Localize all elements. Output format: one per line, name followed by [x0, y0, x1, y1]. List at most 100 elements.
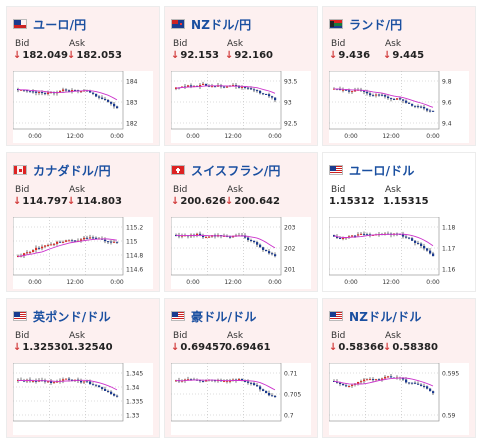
currency-pair-link[interactable]: NZドル/ドル [349, 309, 422, 324]
price-chart[interactable]: 93.5 93 92.5 0:00 12:00 0:00 [171, 71, 311, 143]
price-chart[interactable]: 0.595 0.59 [329, 363, 469, 435]
rate-card[interactable]: 豪ドル/ドル Bid Ask ↓0.69457 0.69461 0.71 0.705 0.7 [164, 298, 318, 438]
candle [336, 236, 339, 238]
candle [241, 378, 244, 381]
moving-average-line [17, 89, 118, 101]
x-tick-label: 0:00 [268, 279, 282, 286]
x-tick-label: 12:00 [66, 279, 83, 286]
currency-pair-link[interactable]: ランド/円 [349, 17, 403, 32]
candle [199, 233, 202, 236]
candle [116, 241, 119, 243]
candle [35, 380, 38, 382]
candle [393, 98, 396, 100]
rate-card-header[interactable]: 英ポンド/ドル [13, 307, 111, 325]
bid-label: Bid [173, 185, 188, 195]
currency-pair-link[interactable]: ユーロ/円 [33, 17, 87, 32]
chart-frame [13, 217, 124, 276]
y-tick-label: 115.2 [126, 225, 143, 232]
currency-pair-link[interactable]: カナダドル/円 [33, 163, 111, 178]
candle [47, 244, 50, 246]
currency-pair-link[interactable]: NZドル/円 [191, 17, 252, 32]
y-tick-label: 92.5 [284, 121, 298, 128]
down-arrow-icon: ↓ [329, 50, 338, 61]
us-flag-icon [171, 311, 185, 321]
candle [259, 90, 262, 94]
price-chart[interactable]: 1.18 1.17 1.16 0:00 12:00 0:00 [329, 217, 469, 289]
candle [363, 379, 366, 382]
rate-card[interactable]: ユーロ/ドル Bid Ask 1.15312 1.15315 1.18 1.17 1.16 0:… [322, 152, 476, 292]
candle [423, 385, 426, 387]
y-tick-label: 9.6 [442, 100, 452, 107]
price-chart[interactable]: 1.345 1.34 1.335 1.33 [13, 363, 153, 435]
rate-card[interactable]: NZドル/ドル Bid Ask ↓0.58366 ↓0.58380 0.595 0.59 [322, 298, 476, 438]
candle [265, 93, 268, 95]
bid-label: Bid [331, 331, 346, 341]
bid-value: ↓1.32530 [13, 342, 68, 353]
candle [92, 92, 95, 94]
ask-label: Ask [69, 331, 86, 341]
bid-price: 1.32530 [22, 342, 68, 353]
rate-card-header[interactable]: ユーロ/円 [13, 15, 86, 33]
currency-pair-link[interactable]: ユーロ/ドル [349, 163, 415, 178]
y-tick-label: 0.59 [442, 413, 456, 420]
ask-value: ↓9.445 [383, 50, 424, 61]
price-chart[interactable]: 115.2 115 114.8 114.6 0:00 12:00 0:00 [13, 217, 153, 289]
bid-value: ↓0.69457 [171, 342, 226, 353]
moving-average-line [175, 379, 276, 391]
candle [95, 237, 98, 240]
price-chart[interactable]: 9.8 9.6 9.4 0:00 12:00 0:00 [329, 71, 469, 143]
rate-card[interactable]: スイスフラン/円 Bid Ask ↓200.626 ↓200.642 203 202 201 0… [164, 152, 318, 292]
candle [253, 383, 256, 386]
rate-card[interactable]: ユーロ/円 Bid Ask ↓182.049 ↓182.053 184 183 182 0:00… [6, 6, 160, 146]
moving-average-line [334, 88, 434, 108]
candle [116, 106, 119, 109]
candle [68, 378, 71, 380]
candle [408, 102, 411, 104]
bid-price: 92.153 [180, 50, 219, 61]
y-tick-label: 93.5 [284, 79, 298, 86]
rate-card-header[interactable]: スイスフラン/円 [171, 161, 281, 179]
currency-pair-link[interactable]: スイスフラン/円 [191, 163, 281, 178]
candle [366, 234, 369, 236]
currency-pair-link[interactable]: 豪ドル/ドル [191, 309, 257, 324]
ask-label: Ask [385, 185, 402, 195]
candle [387, 96, 390, 99]
price-chart[interactable]: 184 183 182 0:00 12:00 0:00 [13, 71, 153, 143]
rate-card-header[interactable]: 豪ドル/ドル [171, 307, 257, 325]
bid-value: ↓200.626 [171, 196, 226, 207]
x-tick-label: 0:00 [426, 279, 440, 286]
candle [274, 254, 277, 257]
rate-card-header[interactable]: NZドル/ドル [329, 307, 422, 325]
x-tick-label: 0:00 [426, 133, 440, 140]
rate-card-header[interactable]: NZドル/円 [171, 15, 251, 33]
candle [32, 91, 35, 93]
x-tick-label: 0:00 [186, 133, 200, 140]
candlestick-chart: 1.345 1.34 1.335 1.33 [13, 363, 143, 422]
ask-label: Ask [385, 39, 402, 49]
rate-card-header[interactable]: カナダドル/円 [13, 161, 111, 179]
rate-card[interactable]: NZドル/円 Bid Ask ↓92.153 ↓92.160 93.5 93 92.5 0:00… [164, 6, 318, 146]
candle [80, 380, 83, 383]
candle [432, 253, 435, 257]
ask-label: Ask [227, 185, 244, 195]
down-arrow-icon: ↓ [171, 50, 180, 61]
candle [429, 110, 432, 112]
rate-card[interactable]: ランド/円 Bid Ask ↓9.436 ↓9.445 9.8 9.6 9.4 0:00 12:0… [322, 6, 476, 146]
ask-price: 1.15315 [383, 196, 429, 207]
candle [223, 86, 226, 88]
bid-price: 114.797 [22, 196, 68, 207]
price-chart[interactable]: 0.71 0.705 0.7 [171, 363, 311, 435]
y-tick-label: 1.16 [442, 267, 456, 274]
price-chart[interactable]: 203 202 201 0:00 12:00 0:00 [171, 217, 311, 289]
candle [71, 90, 74, 92]
candle [345, 385, 348, 387]
currency-pair-link[interactable]: 英ポンド/ドル [33, 309, 111, 324]
rate-card[interactable]: 英ポンド/ドル Bid Ask ↓1.32530 1.32540 1.345 1.34 1.3… [6, 298, 160, 438]
candle [381, 378, 384, 380]
rate-card[interactable]: カナダドル/円 Bid Ask ↓114.797 ↓114.803 115.2 115 114… [6, 152, 160, 292]
rate-card-header[interactable]: ランド/円 [329, 15, 402, 33]
rate-card-header[interactable]: ユーロ/ドル [329, 161, 415, 179]
candle [59, 241, 62, 243]
candle [414, 240, 417, 243]
moving-average-line [175, 234, 276, 249]
